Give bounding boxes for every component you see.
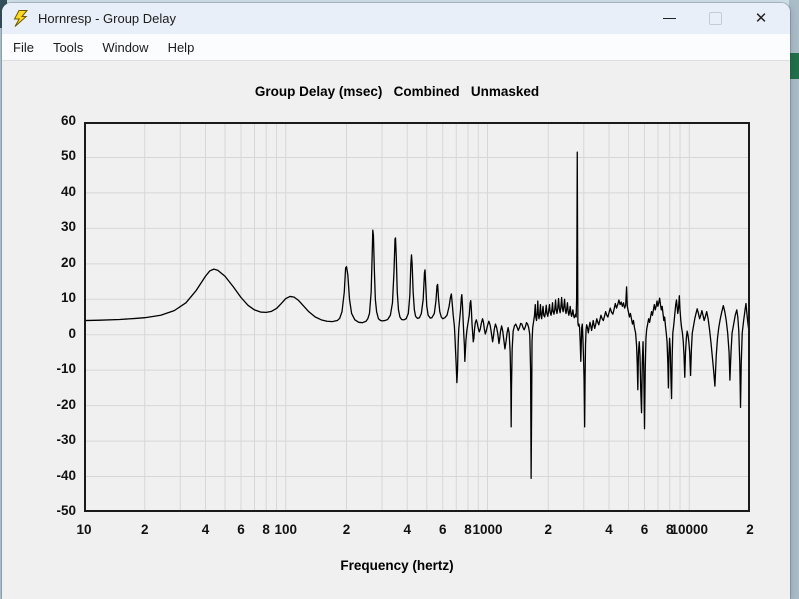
menu-item-tools[interactable]: Tools bbox=[52, 39, 84, 55]
menu-item-window[interactable]: Window bbox=[102, 39, 149, 55]
desktop-green-patch bbox=[789, 53, 799, 79]
app-window: Hornresp - Group Delay ✕ File Tools Wind… bbox=[2, 3, 790, 599]
title-bar[interactable]: Hornresp - Group Delay ✕ bbox=[2, 3, 790, 34]
maximize-button[interactable] bbox=[692, 3, 738, 34]
window-title: Hornresp - Group Delay bbox=[38, 11, 176, 26]
minimize-icon bbox=[662, 18, 676, 19]
menu-item-help[interactable]: Help bbox=[167, 39, 195, 55]
maximize-icon bbox=[708, 12, 722, 25]
close-icon: ✕ bbox=[754, 10, 768, 27]
menu-item-file[interactable]: File bbox=[13, 39, 34, 55]
close-button[interactable]: ✕ bbox=[738, 3, 784, 34]
desktop-right-strip bbox=[789, 0, 799, 599]
minimize-button[interactable] bbox=[646, 3, 692, 34]
menu-bar: File Tools Window Help bbox=[2, 34, 790, 61]
window-controls: ✕ bbox=[646, 3, 784, 34]
lightning-bolt-icon bbox=[12, 10, 30, 28]
